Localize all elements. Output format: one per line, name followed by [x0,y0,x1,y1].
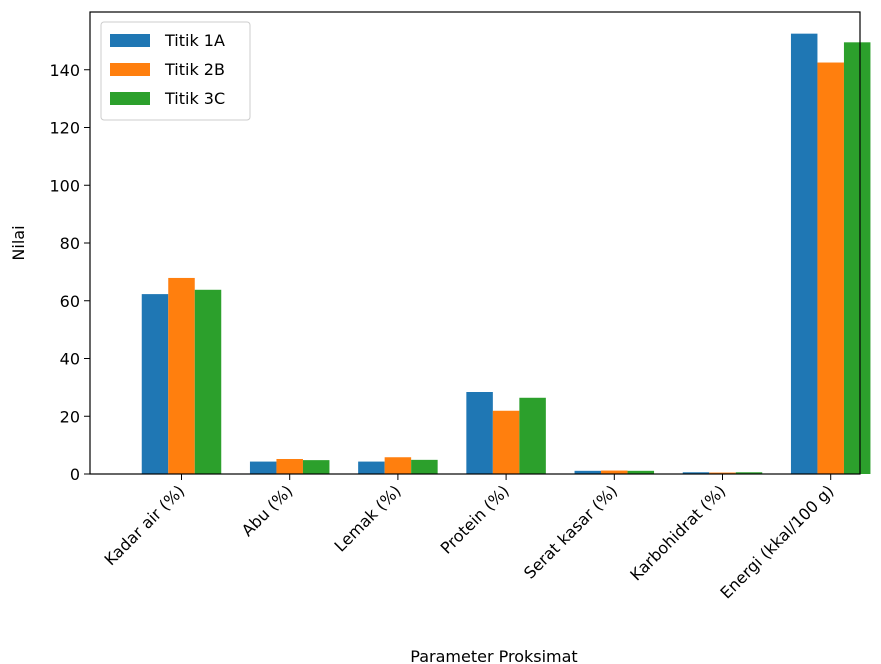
bar [466,392,493,474]
legend-label: Titik 3C [164,89,225,108]
bar [601,470,628,474]
bar [384,457,412,474]
bar [790,33,818,474]
x-axis-title: Parameter Proksimat [410,647,577,664]
y-tick-label: 40 [60,350,80,369]
bar [194,289,222,474]
bar [817,62,844,474]
bar [735,472,763,474]
bar [709,472,736,474]
y-tick-label: 100 [49,176,80,195]
y-tick-label: 0 [70,465,80,484]
plot-frame [89,11,861,475]
y-tick-label: 120 [49,119,80,138]
bar [519,397,546,474]
bar [492,410,520,474]
bar [574,470,602,474]
legend-label: Titik 1A [164,31,225,50]
bar [141,294,169,474]
bar [302,460,330,474]
y-tick-label: 140 [49,61,80,80]
bar [843,42,871,474]
legend-swatch [110,92,150,105]
y-tick-label: 80 [60,234,80,253]
y-axis-title: Nilai [9,225,28,260]
bar [682,472,710,474]
bar [276,458,303,474]
legend-swatch [110,34,150,47]
y-axis: 0 20 40 60 80 100 120 140 [49,61,90,484]
bar [249,461,277,474]
legend-swatch [110,63,150,76]
bar [411,459,438,474]
bar [627,470,655,474]
legend: Titik 1A Titik 2B Titik 3C [100,21,251,121]
legend-label: Titik 2B [164,60,225,79]
bar [168,277,195,474]
y-tick-label: 60 [60,292,80,311]
y-tick-label: 20 [60,407,80,426]
bar [358,461,385,474]
bars-group [141,33,871,474]
